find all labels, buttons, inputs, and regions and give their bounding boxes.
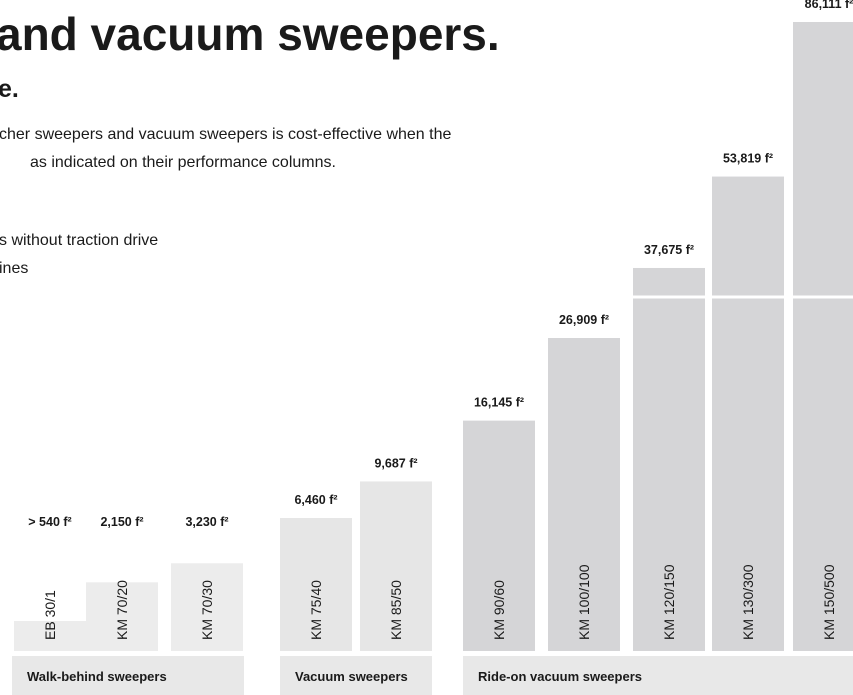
legend-text: s without traction drive	[0, 232, 158, 249]
bar	[360, 481, 432, 651]
bar	[171, 563, 243, 651]
group-box	[280, 656, 432, 695]
value-label: 3,230 f²	[185, 515, 228, 529]
value-label: 9,687 f²	[374, 456, 417, 470]
category-label: KM 70/30	[199, 580, 215, 640]
category-label: KM 150/500	[821, 564, 837, 640]
group-label: Vacuum sweepers	[295, 669, 408, 684]
value-label: 16,145 f²	[474, 396, 524, 410]
category-label: KM 130/300	[740, 564, 756, 640]
value-label: 86,111 f²	[805, 0, 853, 11]
category-label: KM 70/20	[114, 580, 130, 640]
bar	[86, 582, 158, 651]
legend-text: ines	[0, 260, 28, 277]
value-label: 6,460 f²	[294, 493, 337, 507]
group-label: Walk-behind sweepers	[27, 669, 167, 684]
bar	[280, 518, 352, 651]
group-box	[12, 656, 244, 695]
category-label: KM 100/100	[576, 564, 592, 640]
bar	[633, 267, 705, 651]
bar	[463, 420, 535, 651]
value-label: 2,150 f²	[100, 515, 143, 529]
title: and vacuum sweepers.	[0, 8, 500, 60]
bar	[14, 621, 86, 651]
body-text: as indicated on their performance column…	[30, 154, 336, 171]
bar	[712, 176, 784, 651]
value-label: 53,819 f²	[723, 152, 773, 166]
category-label: EB 30/1	[42, 590, 58, 640]
bar	[548, 337, 620, 651]
body-text: cher sweepers and vacuum sweepers is cos…	[0, 126, 451, 143]
value-label: 26,909 f²	[559, 313, 609, 327]
category-label: KM 120/150	[661, 564, 677, 640]
bar	[793, 22, 853, 651]
category-label: KM 85/50	[388, 580, 404, 640]
category-label: KM 75/40	[308, 580, 324, 640]
value-label: > 540 f²	[28, 515, 71, 529]
category-label: KM 90/60	[491, 580, 507, 640]
group-box	[463, 656, 853, 695]
value-label: 37,675 f²	[644, 243, 694, 257]
group-label: Ride-on vacuum sweepers	[478, 669, 642, 684]
subtitle: e.	[0, 75, 19, 103]
